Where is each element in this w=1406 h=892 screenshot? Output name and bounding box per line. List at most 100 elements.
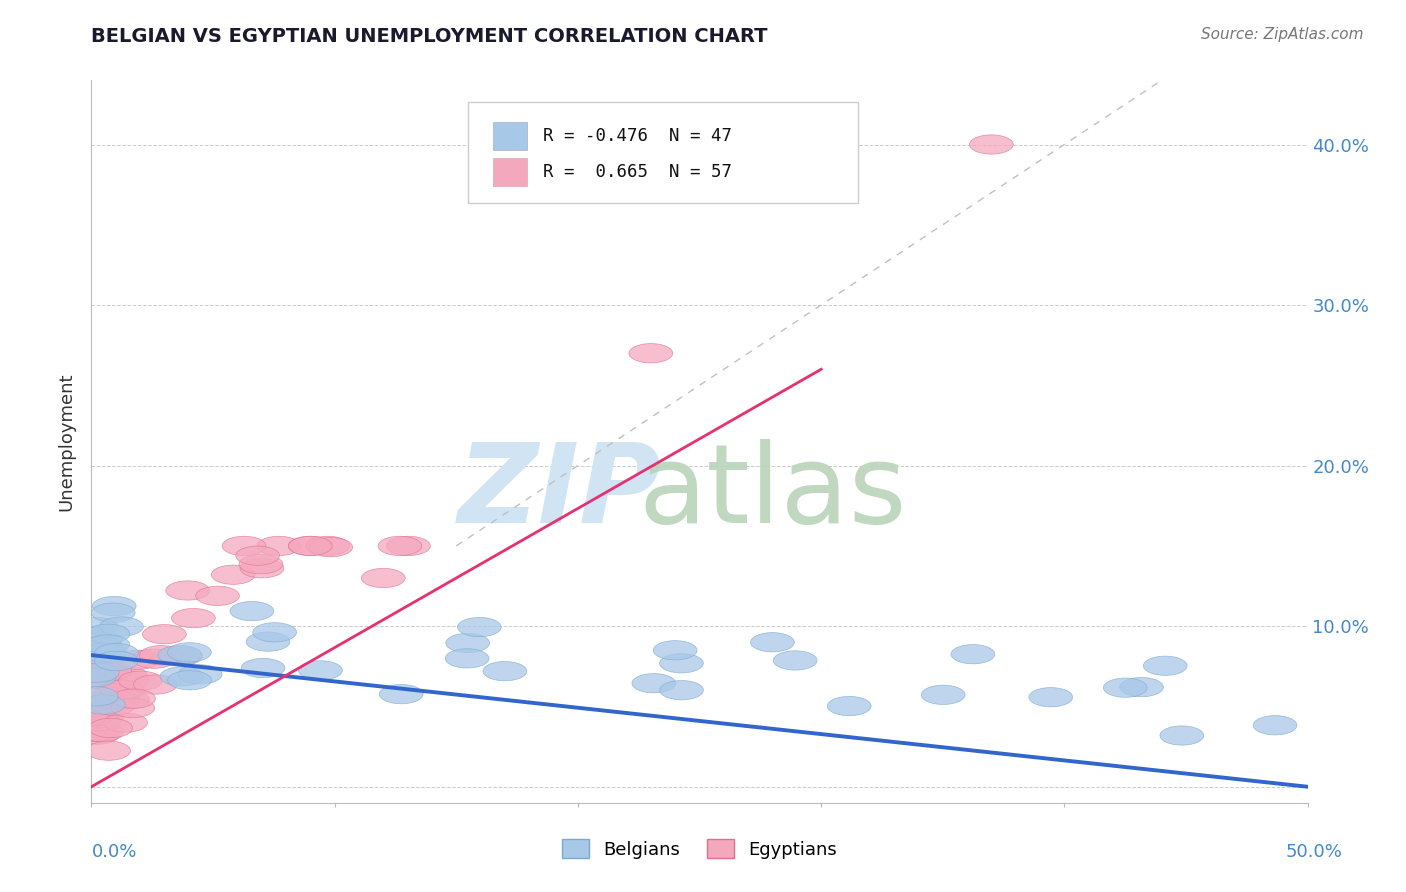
- Ellipse shape: [72, 704, 115, 723]
- Ellipse shape: [76, 725, 120, 744]
- Ellipse shape: [446, 633, 489, 653]
- Ellipse shape: [378, 536, 422, 556]
- Ellipse shape: [94, 684, 138, 704]
- Ellipse shape: [1143, 657, 1187, 675]
- Ellipse shape: [104, 665, 148, 685]
- Text: atlas: atlas: [638, 439, 907, 546]
- Ellipse shape: [87, 741, 131, 760]
- Text: R = -0.476  N = 47: R = -0.476 N = 47: [543, 128, 733, 145]
- Ellipse shape: [111, 689, 156, 708]
- Ellipse shape: [1253, 715, 1296, 735]
- Ellipse shape: [167, 643, 211, 662]
- Ellipse shape: [654, 640, 697, 660]
- Ellipse shape: [76, 712, 121, 731]
- Ellipse shape: [195, 586, 239, 606]
- Ellipse shape: [240, 558, 284, 578]
- Ellipse shape: [257, 536, 301, 556]
- Ellipse shape: [115, 650, 159, 669]
- Ellipse shape: [166, 581, 209, 600]
- Ellipse shape: [73, 700, 118, 720]
- FancyBboxPatch shape: [492, 158, 527, 186]
- Ellipse shape: [172, 608, 215, 628]
- Ellipse shape: [75, 687, 118, 706]
- Ellipse shape: [253, 623, 297, 642]
- Ellipse shape: [89, 718, 132, 738]
- Ellipse shape: [246, 632, 290, 651]
- Ellipse shape: [89, 662, 132, 681]
- Ellipse shape: [160, 667, 204, 686]
- Ellipse shape: [69, 706, 114, 726]
- Ellipse shape: [179, 665, 222, 684]
- Ellipse shape: [157, 646, 202, 665]
- Ellipse shape: [773, 651, 817, 670]
- Ellipse shape: [240, 658, 285, 678]
- Ellipse shape: [288, 536, 332, 556]
- Ellipse shape: [73, 679, 117, 698]
- Ellipse shape: [222, 536, 266, 556]
- Ellipse shape: [921, 685, 965, 705]
- Ellipse shape: [105, 690, 149, 709]
- Ellipse shape: [76, 669, 120, 689]
- Ellipse shape: [83, 643, 127, 662]
- Ellipse shape: [1029, 688, 1073, 706]
- Ellipse shape: [970, 135, 1014, 154]
- Ellipse shape: [80, 708, 124, 727]
- Ellipse shape: [132, 649, 176, 668]
- Text: R =  0.665  N = 57: R = 0.665 N = 57: [543, 163, 733, 181]
- FancyBboxPatch shape: [492, 122, 527, 151]
- Ellipse shape: [628, 343, 672, 363]
- Ellipse shape: [80, 723, 124, 741]
- Ellipse shape: [111, 698, 155, 718]
- Ellipse shape: [134, 675, 177, 694]
- Ellipse shape: [950, 645, 995, 664]
- Ellipse shape: [1119, 678, 1163, 697]
- Ellipse shape: [96, 690, 139, 710]
- Ellipse shape: [105, 670, 149, 690]
- Ellipse shape: [380, 684, 423, 704]
- Ellipse shape: [101, 681, 145, 700]
- Ellipse shape: [72, 698, 115, 716]
- Ellipse shape: [77, 662, 121, 681]
- Text: ZIP: ZIP: [458, 439, 661, 546]
- Ellipse shape: [309, 538, 353, 557]
- Ellipse shape: [659, 654, 703, 673]
- Ellipse shape: [77, 698, 121, 716]
- Ellipse shape: [72, 668, 117, 687]
- Ellipse shape: [70, 693, 114, 713]
- Text: 0.0%: 0.0%: [91, 843, 136, 861]
- Ellipse shape: [77, 632, 121, 651]
- Ellipse shape: [104, 713, 148, 732]
- Ellipse shape: [211, 566, 254, 584]
- Ellipse shape: [73, 698, 117, 717]
- Ellipse shape: [73, 638, 117, 657]
- Ellipse shape: [94, 643, 138, 663]
- Ellipse shape: [86, 635, 129, 654]
- Ellipse shape: [167, 671, 211, 690]
- Ellipse shape: [288, 536, 332, 556]
- Text: 50.0%: 50.0%: [1286, 843, 1343, 861]
- Ellipse shape: [231, 601, 274, 621]
- Ellipse shape: [76, 703, 120, 723]
- Ellipse shape: [307, 536, 350, 556]
- Text: Source: ZipAtlas.com: Source: ZipAtlas.com: [1201, 27, 1364, 42]
- Legend: Belgians, Egyptians: Belgians, Egyptians: [554, 832, 845, 866]
- Ellipse shape: [1104, 678, 1147, 698]
- Ellipse shape: [82, 695, 125, 714]
- Ellipse shape: [91, 696, 135, 715]
- Ellipse shape: [73, 627, 118, 647]
- Ellipse shape: [631, 673, 676, 693]
- Ellipse shape: [387, 536, 430, 556]
- Ellipse shape: [361, 568, 405, 588]
- Ellipse shape: [484, 662, 527, 681]
- Ellipse shape: [77, 646, 122, 665]
- Ellipse shape: [139, 646, 183, 665]
- Ellipse shape: [751, 632, 794, 652]
- Ellipse shape: [1160, 726, 1204, 745]
- Ellipse shape: [75, 705, 118, 724]
- Ellipse shape: [94, 651, 138, 671]
- Ellipse shape: [86, 624, 129, 643]
- Ellipse shape: [100, 680, 143, 699]
- Ellipse shape: [93, 597, 136, 615]
- Ellipse shape: [75, 617, 118, 637]
- Text: BELGIAN VS EGYPTIAN UNEMPLOYMENT CORRELATION CHART: BELGIAN VS EGYPTIAN UNEMPLOYMENT CORRELA…: [91, 27, 768, 45]
